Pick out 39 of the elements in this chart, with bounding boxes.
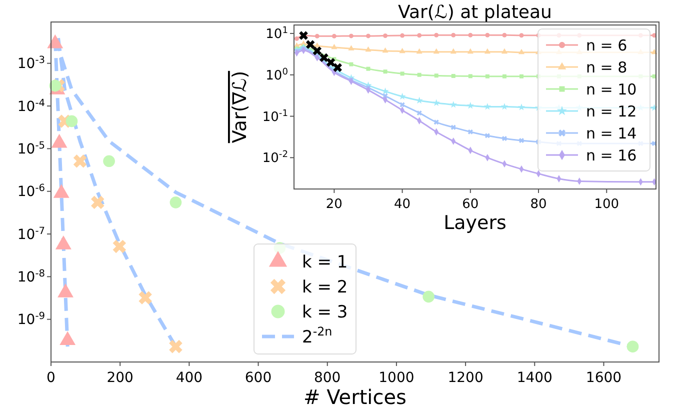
x-tick-label: 1600 [586, 370, 622, 386]
y-tick-label: 10$^{-1}$ [262, 108, 288, 125]
y-tick-label: 10$^{-4}$ [17, 97, 45, 115]
x-axis-title: # Vertices [304, 385, 406, 409]
y-tick-label: 10$^{0}$ [266, 67, 288, 84]
y-tick-label: 10$^{1}$ [266, 26, 288, 42]
legend-label: n = 14 [586, 124, 637, 142]
legend-label: n = 6 [586, 36, 628, 54]
y-tick-label: 10$^{-3}$ [17, 54, 45, 72]
chart-title: Var(ℒ) at plateau [398, 2, 552, 23]
y-tick-label: 10$^{-6}$ [17, 182, 45, 200]
legend-label: n = 8 [586, 58, 628, 76]
y-axis-title: Var(∇ℒ) [229, 70, 251, 144]
y-tick-label: 10$^{-7}$ [17, 225, 45, 243]
x-tick-label: 60 [462, 197, 479, 212]
y-tick-label: 10$^{-2}$ [262, 150, 288, 166]
legend-label: 2$^{-2n}$ [302, 324, 332, 348]
x-tick-label: 200 [106, 370, 134, 386]
x-tick-label: 1000 [378, 370, 414, 386]
x-tick-label: 40 [394, 197, 411, 212]
legend-label: k = 3 [302, 302, 348, 322]
legend-label: k = 2 [302, 277, 348, 298]
y-tick-label: 10$^{-5}$ [17, 140, 45, 158]
x-tick-label: 0 [46, 370, 56, 386]
x-tick-label: 100 [594, 197, 620, 212]
x-tick-label: 600 [244, 370, 272, 386]
legend-label: n = 10 [586, 80, 637, 98]
legend-label: n = 12 [586, 102, 637, 120]
x-tick-label: 20 [326, 197, 342, 212]
x-tick-label: 800 [314, 370, 341, 386]
x-tick-label: 1400 [516, 370, 552, 386]
y-tick-label: 10$^{-8}$ [17, 268, 45, 286]
x-tick-label: 80 [530, 197, 547, 212]
legend-label: k = 1 [302, 252, 348, 272]
legend-label: n = 16 [586, 146, 637, 164]
x-tick-label: 1200 [448, 370, 484, 386]
y-tick-label: 10$^{-9}$ [17, 310, 45, 328]
x-tick-label: 400 [176, 370, 203, 386]
x-axis-title: Layers [444, 212, 506, 234]
